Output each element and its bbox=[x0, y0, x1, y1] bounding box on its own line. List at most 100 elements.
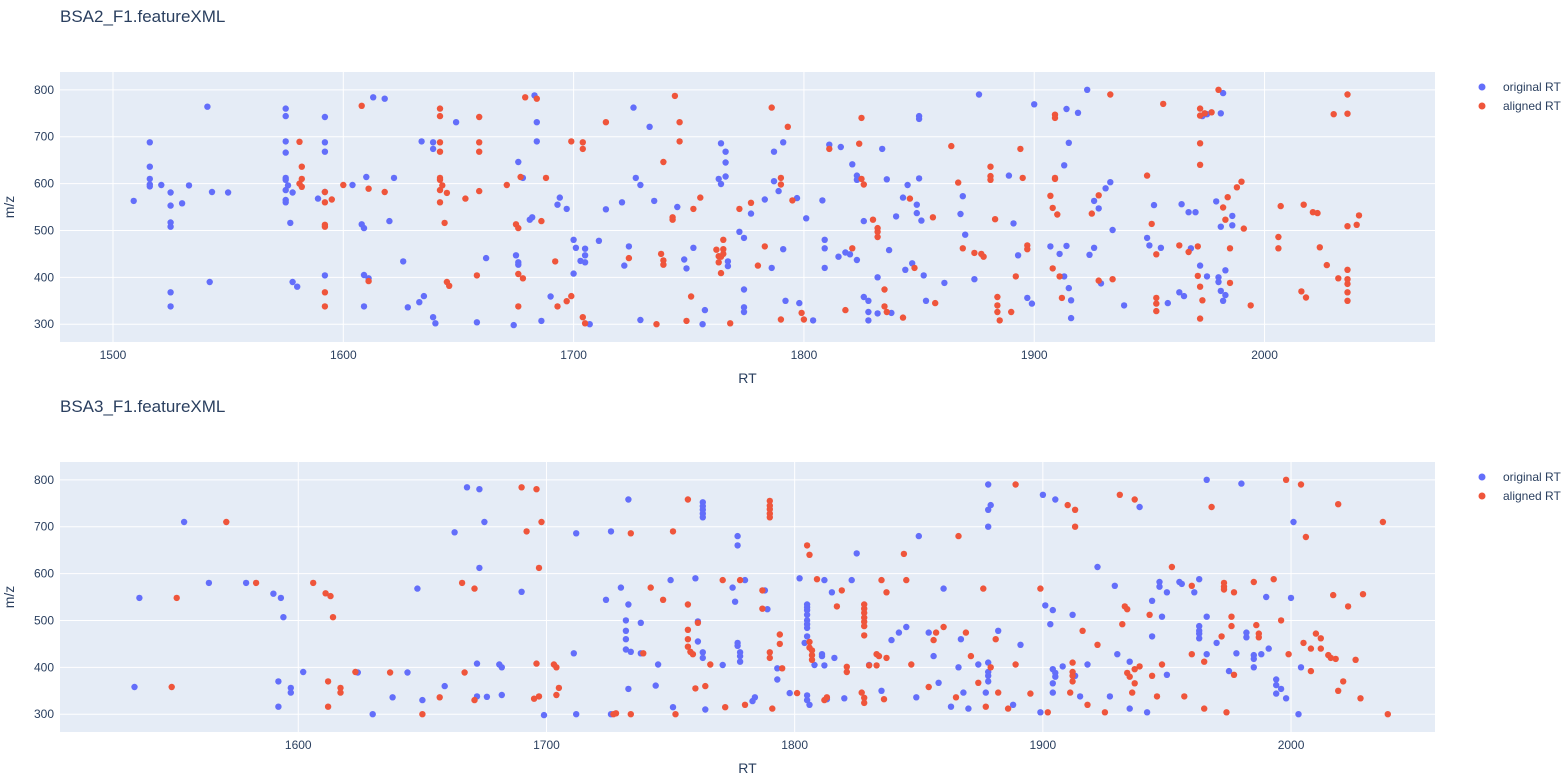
data-point[interactable] bbox=[1327, 654, 1335, 662]
data-point[interactable] bbox=[1282, 695, 1290, 702]
data-point[interactable] bbox=[1297, 664, 1305, 671]
data-point[interactable] bbox=[1273, 681, 1280, 689]
data-point[interactable] bbox=[774, 676, 781, 683]
data-point[interactable] bbox=[793, 689, 801, 697]
data-point[interactable] bbox=[277, 594, 285, 602]
data-point[interactable] bbox=[538, 217, 545, 225]
data-point[interactable] bbox=[1074, 109, 1082, 117]
data-point[interactable] bbox=[996, 317, 1003, 324]
data-point[interactable] bbox=[625, 254, 633, 262]
data-point[interactable] bbox=[860, 181, 867, 188]
data-point[interactable] bbox=[530, 695, 538, 702]
data-point[interactable] bbox=[1042, 602, 1049, 609]
data-point[interactable] bbox=[865, 308, 872, 316]
data-point[interactable] bbox=[173, 594, 180, 602]
data-point[interactable] bbox=[821, 245, 828, 252]
data-point[interactable] bbox=[647, 584, 654, 591]
data-point[interactable] bbox=[547, 293, 554, 300]
data-point[interactable] bbox=[819, 197, 826, 204]
data-point[interactable] bbox=[1357, 695, 1364, 702]
data-point[interactable] bbox=[932, 629, 940, 636]
data-point[interactable] bbox=[751, 694, 759, 701]
data-point[interactable] bbox=[180, 518, 188, 526]
data-point[interactable] bbox=[321, 148, 329, 155]
data-point[interactable] bbox=[918, 217, 925, 224]
data-point[interactable] bbox=[515, 303, 522, 310]
data-point[interactable] bbox=[722, 173, 729, 180]
data-point[interactable] bbox=[1314, 209, 1321, 217]
data-point[interactable] bbox=[1344, 603, 1352, 610]
data-point[interactable] bbox=[994, 308, 1001, 316]
data-point[interactable] bbox=[892, 213, 900, 220]
data-point[interactable] bbox=[985, 659, 992, 666]
data-point[interactable] bbox=[702, 682, 709, 690]
data-point[interactable] bbox=[637, 316, 644, 324]
data-point[interactable] bbox=[991, 216, 999, 223]
data-point[interactable] bbox=[370, 94, 377, 101]
data-point[interactable] bbox=[858, 114, 865, 122]
data-point[interactable] bbox=[1226, 245, 1234, 252]
data-point[interactable] bbox=[995, 689, 1002, 696]
data-point[interactable] bbox=[205, 579, 213, 587]
data-point[interactable] bbox=[414, 585, 421, 592]
data-point[interactable] bbox=[1024, 242, 1031, 249]
data-point[interactable] bbox=[540, 711, 548, 719]
data-point[interactable] bbox=[1213, 198, 1220, 205]
data-point[interactable] bbox=[570, 650, 577, 657]
data-point[interactable] bbox=[957, 636, 965, 643]
data-point[interactable] bbox=[1056, 273, 1063, 280]
data-point[interactable] bbox=[622, 617, 630, 624]
data-point[interactable] bbox=[1012, 481, 1019, 488]
data-point[interactable] bbox=[808, 651, 816, 659]
data-point[interactable] bbox=[1101, 709, 1109, 716]
data-point[interactable] bbox=[321, 139, 329, 146]
data-point[interactable] bbox=[349, 181, 356, 189]
data-point[interactable] bbox=[622, 627, 630, 634]
data-point[interactable] bbox=[436, 694, 443, 701]
data-point[interactable] bbox=[1052, 673, 1059, 680]
data-point[interactable] bbox=[337, 684, 344, 692]
data-point[interactable] bbox=[563, 205, 570, 213]
data-point[interactable] bbox=[439, 182, 446, 189]
data-point[interactable] bbox=[676, 119, 683, 126]
data-point[interactable] bbox=[1065, 139, 1073, 146]
data-point[interactable] bbox=[1153, 300, 1160, 307]
data-point[interactable] bbox=[1181, 693, 1188, 700]
data-point[interactable] bbox=[1379, 518, 1387, 526]
data-point[interactable] bbox=[390, 174, 398, 182]
data-point[interactable] bbox=[627, 711, 634, 718]
data-point[interactable] bbox=[1148, 220, 1155, 228]
data-point[interactable] bbox=[861, 632, 868, 639]
data-point[interactable] bbox=[1150, 201, 1158, 209]
data-point[interactable] bbox=[985, 523, 992, 530]
data-point[interactable] bbox=[1136, 663, 1143, 670]
data-point[interactable] bbox=[707, 661, 714, 668]
data-point[interactable] bbox=[777, 181, 785, 188]
data-point[interactable] bbox=[965, 705, 972, 712]
data-point[interactable] bbox=[321, 289, 329, 296]
data-point[interactable] bbox=[363, 173, 370, 181]
data-point[interactable] bbox=[570, 236, 577, 243]
data-point[interactable] bbox=[298, 183, 305, 190]
data-point[interactable] bbox=[975, 661, 982, 668]
data-point[interactable] bbox=[699, 649, 706, 656]
data-point[interactable] bbox=[1069, 659, 1076, 666]
data-point[interactable] bbox=[462, 195, 469, 202]
data-point[interactable] bbox=[553, 664, 560, 671]
data-point[interactable] bbox=[282, 105, 289, 112]
data-point[interactable] bbox=[1196, 140, 1204, 147]
data-point[interactable] bbox=[1158, 661, 1166, 668]
data-point[interactable] bbox=[759, 587, 766, 594]
data-point[interactable] bbox=[1300, 201, 1307, 208]
data-point[interactable] bbox=[1275, 245, 1282, 252]
data-point[interactable] bbox=[913, 209, 920, 217]
data-point[interactable] bbox=[971, 276, 978, 283]
data-point[interactable] bbox=[692, 685, 699, 692]
data-point[interactable] bbox=[818, 652, 826, 660]
data-point[interactable] bbox=[856, 140, 863, 147]
data-point[interactable] bbox=[1203, 273, 1211, 280]
data-point[interactable] bbox=[1247, 302, 1254, 309]
data-point[interactable] bbox=[806, 638, 813, 646]
data-point[interactable] bbox=[849, 161, 856, 168]
data-point[interactable] bbox=[1164, 299, 1172, 307]
